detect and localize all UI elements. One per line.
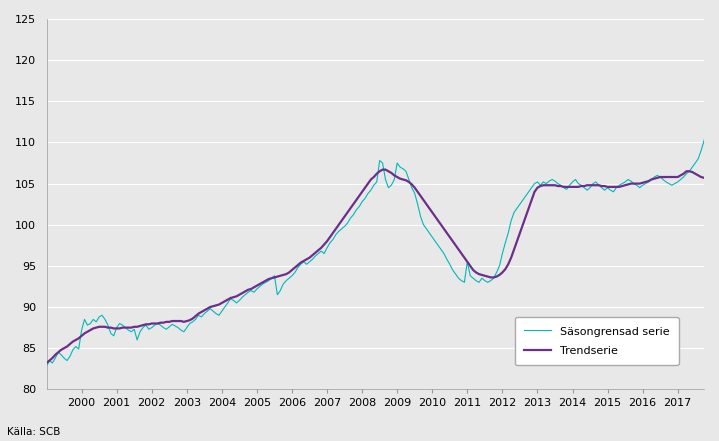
Line: Säsongrensad serie: Säsongrensad serie xyxy=(47,29,719,366)
Trendserie xyxy=(443,230,452,235)
Trendserie xyxy=(329,230,337,235)
Säsongrensad serie xyxy=(349,212,357,217)
Säsongrensad serie xyxy=(329,237,337,242)
Legend: Säsongrensad serie, Trendserie: Säsongrensad serie, Trendserie xyxy=(515,317,679,365)
Säsongrensad serie xyxy=(691,161,700,166)
Trendserie xyxy=(349,202,357,207)
Line: Trendserie: Trendserie xyxy=(47,41,719,363)
Säsongrensad serie xyxy=(42,364,51,369)
Säsongrensad serie xyxy=(443,257,452,262)
Säsongrensad serie xyxy=(446,262,454,267)
Säsongrensad serie xyxy=(153,321,162,326)
Trendserie xyxy=(691,171,700,176)
Trendserie xyxy=(446,235,454,240)
Trendserie xyxy=(42,360,51,366)
Trendserie xyxy=(153,321,162,326)
Text: Källa: SCB: Källa: SCB xyxy=(7,426,60,437)
